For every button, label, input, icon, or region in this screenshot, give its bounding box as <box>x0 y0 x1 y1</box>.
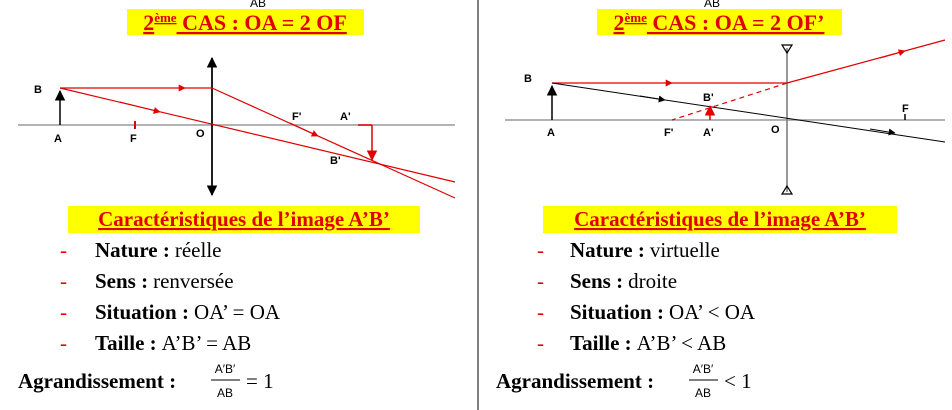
title-sup: ème <box>625 10 648 25</box>
title-sup: ème <box>154 10 177 25</box>
magnification-relation: < 1 <box>724 369 752 393</box>
magnification-label: Agrandissement : <box>18 369 176 393</box>
item-label: Taille : <box>570 331 632 355</box>
diagram <box>505 39 946 195</box>
fraction-numerator: A′B′ <box>215 362 236 376</box>
item-label: Situation : <box>95 300 189 324</box>
right-panel: 2ème CAS : OA = 2 OF’ B B' A F' A' O F C… <box>496 9 946 400</box>
item-label: Sens : <box>570 269 623 293</box>
title-num: 2 <box>614 10 625 35</box>
bullet: - <box>60 300 67 324</box>
bullet: - <box>60 331 67 355</box>
diagram-label: A' <box>340 111 351 123</box>
diagram-label: A' <box>703 127 714 139</box>
item-value: OA’ < OA <box>669 300 756 324</box>
title-highlight <box>127 9 364 35</box>
item-value: A’B’ < AB <box>637 331 727 355</box>
bullet: - <box>537 331 544 355</box>
magnification-relation: = 1 <box>246 369 274 393</box>
fraction-denominator: AB <box>217 386 233 400</box>
bullet: - <box>537 269 544 293</box>
bullet: - <box>537 238 544 262</box>
item-value: OA’ = OA <box>194 300 281 324</box>
title-main: CAS : OA = 2 OF’ <box>647 10 825 35</box>
bullet: - <box>60 238 67 262</box>
diagram-label: F <box>902 103 909 115</box>
item-label: Nature : <box>570 238 645 262</box>
section-heading: Caractéristiques de l’image A’B’ <box>574 207 866 231</box>
bullet: - <box>537 300 544 324</box>
section-heading: Caractéristiques de l’image A’B’ <box>98 207 390 231</box>
left-panel: 2ème CAS : OA = 2 OF B A F O F' A' B' Ca… <box>18 9 456 400</box>
panel-title: 2ème CAS : OA = 2 OF’ <box>614 10 825 35</box>
item-label: Situation : <box>570 300 664 324</box>
title-num: 2 <box>143 10 154 35</box>
diagram-label: B <box>524 73 532 85</box>
fraction-denominator: AB <box>695 386 711 400</box>
item: Sens : renversée <box>95 269 234 293</box>
title-highlight <box>597 9 842 35</box>
diagram-label: A <box>54 133 62 145</box>
item: Situation : OA’ = OA <box>95 300 281 324</box>
diagram-label: O <box>196 128 205 140</box>
diagram-label: A <box>547 127 555 139</box>
diagram-label: B' <box>330 155 341 167</box>
diagram <box>18 56 456 199</box>
magnification-label: Agrandissement : <box>496 369 654 393</box>
diagram-label: F <box>130 133 137 145</box>
top-fragment: AB <box>704 0 720 10</box>
item: Taille : A’B’ < AB <box>570 331 726 355</box>
diagram-label: F' <box>664 127 674 139</box>
title-main: CAS : OA = 2 OF <box>177 10 347 35</box>
item: Situation : OA’ < OA <box>570 300 756 324</box>
diagram-label: F' <box>292 111 302 123</box>
item-value: virtuelle <box>650 238 720 262</box>
top-fragment: AB <box>250 0 266 10</box>
item-value: droite <box>628 269 677 293</box>
diagram-label: O <box>771 124 780 136</box>
heading-highlight <box>68 206 420 233</box>
bullet: - <box>60 269 67 293</box>
panel-title: 2ème CAS : OA = 2 OF <box>143 10 347 35</box>
item: Nature : réelle <box>95 238 221 262</box>
item-value: renversée <box>153 269 233 293</box>
fraction-numerator: A′B′ <box>693 362 714 376</box>
item: Sens : droite <box>570 269 677 293</box>
item-label: Sens : <box>95 269 148 293</box>
item: Nature : virtuelle <box>570 238 720 262</box>
item-value: A’B’ = AB <box>162 331 252 355</box>
diagram-label: B' <box>703 92 714 104</box>
heading-highlight <box>543 206 897 233</box>
item: Taille : A’B’ = AB <box>95 331 251 355</box>
item-value: réelle <box>175 238 222 262</box>
item-label: Taille : <box>95 331 157 355</box>
item-label: Nature : <box>95 238 170 262</box>
diagram-label: B <box>34 84 42 96</box>
